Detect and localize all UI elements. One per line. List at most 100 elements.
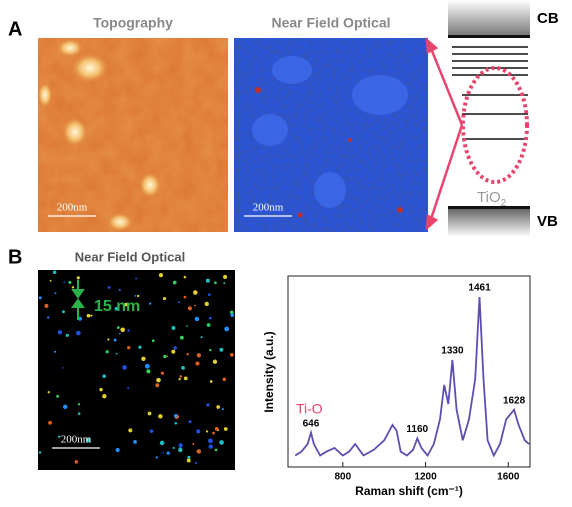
scale-bar-label: 200nm — [57, 202, 88, 214]
image-title: Near Field Optical — [271, 15, 390, 31]
x-tick-label: 1600 — [497, 472, 520, 483]
dot — [149, 429, 154, 433]
dot — [146, 369, 151, 374]
dot — [223, 274, 228, 279]
size-marker — [71, 280, 85, 320]
dot — [49, 279, 52, 282]
scale-bar-label: 200nm — [61, 434, 92, 446]
dot — [85, 437, 91, 443]
peak-label: 1160 — [406, 424, 428, 435]
x-axis-label: Raman shift (cm⁻¹) — [355, 484, 463, 498]
dot — [223, 427, 228, 431]
dot — [212, 359, 218, 364]
dot — [221, 408, 224, 411]
dot — [48, 420, 53, 425]
dot — [178, 377, 181, 381]
dot — [135, 277, 138, 280]
dot — [76, 276, 80, 280]
dot — [155, 456, 158, 459]
dot — [65, 333, 69, 337]
y-axis-label: Intensity (a.u.) — [262, 331, 276, 412]
dot — [147, 411, 152, 416]
dot — [77, 403, 81, 406]
dot — [47, 316, 50, 319]
dot — [47, 391, 50, 394]
dot — [90, 314, 93, 317]
dot — [162, 296, 167, 301]
dot — [166, 355, 169, 358]
dot — [156, 377, 161, 383]
dot — [155, 383, 160, 388]
dot — [53, 350, 57, 353]
dot — [179, 375, 183, 378]
dot — [116, 326, 120, 329]
dot — [124, 302, 129, 307]
peak-label: 1628 — [503, 395, 526, 406]
dot — [208, 293, 211, 297]
optical-image-b — [38, 270, 235, 470]
dot — [214, 427, 219, 431]
dot — [107, 286, 111, 289]
dot — [86, 313, 91, 318]
dot — [219, 440, 224, 445]
peak-label: 1461 — [468, 283, 491, 294]
dot — [118, 332, 121, 335]
dot — [105, 350, 109, 354]
dot — [68, 280, 72, 284]
dot — [61, 310, 65, 314]
band-diagram: CB VB TiO2 — [425, 0, 559, 237]
dot — [196, 429, 201, 434]
dot — [196, 353, 202, 358]
dot — [163, 354, 167, 359]
dot — [179, 335, 184, 340]
dot — [128, 428, 133, 433]
peak-label: 646 — [303, 418, 320, 429]
dot — [209, 348, 212, 352]
dot — [149, 302, 152, 305]
dot — [158, 414, 163, 419]
dot — [188, 420, 192, 424]
spectrum-line — [294, 296, 530, 458]
raman-chart: Raman shift (cm⁻¹) Intensity (a.u.) Ti-O… — [262, 275, 531, 498]
dot — [186, 458, 191, 463]
dot — [187, 455, 191, 459]
dot — [183, 275, 187, 279]
dot — [178, 447, 183, 453]
dot — [56, 394, 60, 398]
dot — [127, 387, 130, 390]
dot — [159, 440, 165, 446]
dot — [38, 451, 42, 454]
dot — [114, 307, 118, 311]
dot — [99, 387, 103, 392]
dot — [141, 356, 146, 362]
cb-label: CB — [537, 10, 559, 27]
annotation: Ti-O — [296, 401, 323, 417]
dot — [133, 440, 137, 444]
dot — [214, 281, 217, 285]
dot — [187, 306, 192, 311]
dot — [230, 313, 235, 317]
dot — [186, 325, 188, 327]
x-tick-label: 800 — [334, 472, 351, 483]
dot — [63, 281, 66, 284]
dot — [113, 338, 117, 342]
dot — [173, 346, 177, 350]
dot — [200, 336, 203, 339]
dot — [102, 394, 107, 399]
dot — [172, 280, 177, 285]
topography-image: 200nm — [37, 38, 228, 232]
dot — [115, 352, 118, 355]
peak-label: 1330 — [441, 346, 464, 357]
dot — [206, 403, 210, 407]
dot — [181, 366, 185, 370]
dot — [192, 443, 195, 445]
dot — [205, 278, 210, 283]
dot — [52, 270, 57, 275]
optical-image: 200nm — [234, 38, 428, 232]
dot — [229, 310, 234, 315]
dot — [137, 294, 140, 298]
size-label: 15 nm — [94, 298, 140, 315]
dot — [57, 435, 61, 438]
dot — [171, 325, 176, 330]
